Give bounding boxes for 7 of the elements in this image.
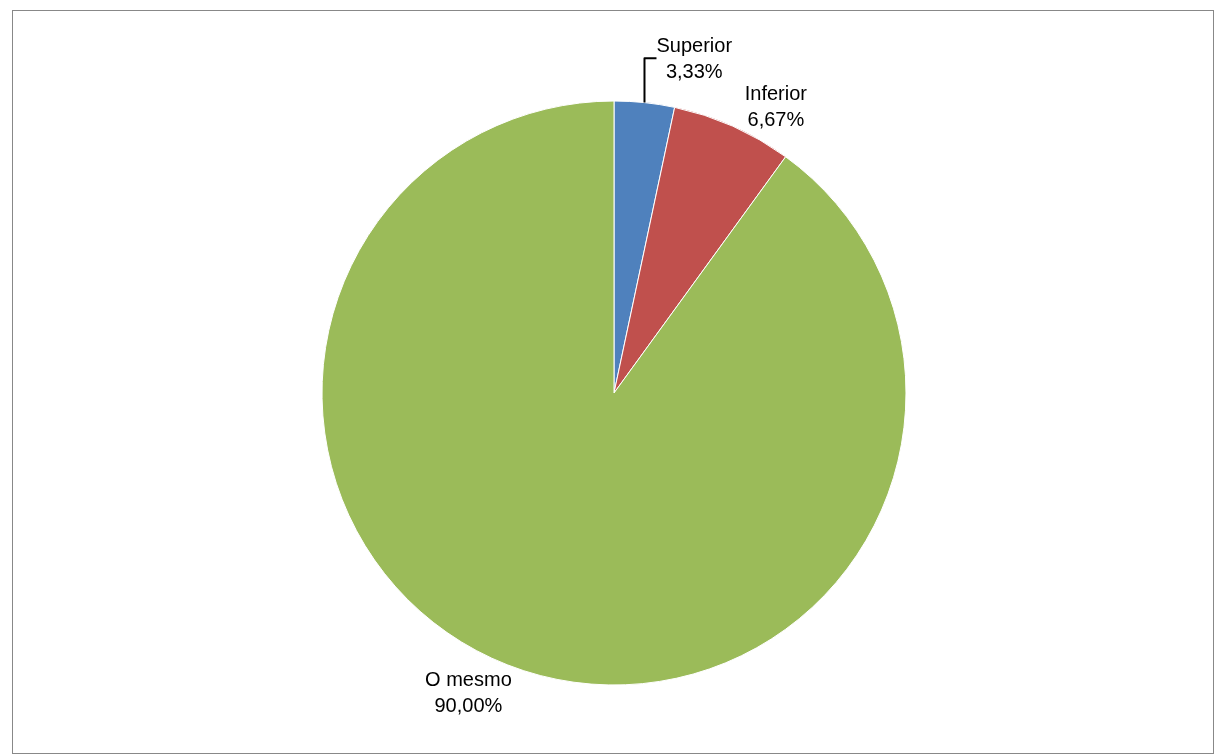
- data-label: 6,67%: [747, 108, 805, 131]
- slice-label: Superior: [656, 34, 733, 57]
- pie-slice: [321, 100, 907, 686]
- data-label: 90,00%: [434, 694, 503, 717]
- slice-label: Inferior: [744, 82, 808, 105]
- slice-label: O mesmo: [425, 668, 512, 691]
- data-label: 3,33%: [665, 60, 723, 83]
